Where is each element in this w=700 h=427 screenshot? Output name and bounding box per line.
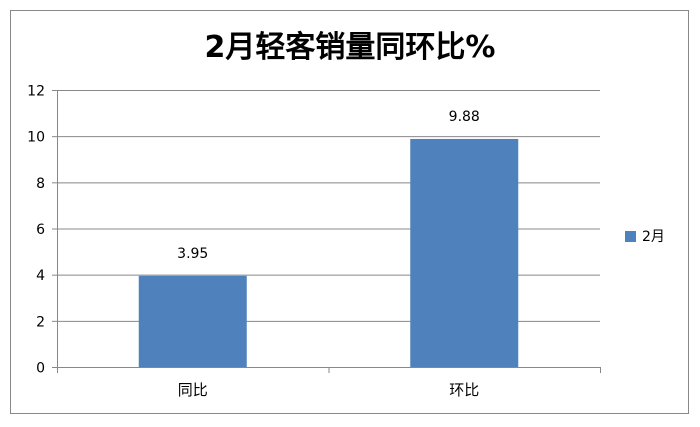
y-tick-label: 2	[36, 314, 45, 330]
chart-title: 2月轻客销量同环比%	[204, 30, 496, 65]
data-label: 3.95	[177, 246, 208, 262]
legend: 2月	[625, 226, 665, 246]
x-tick-label: 同比	[178, 381, 208, 399]
y-tick-label: 4	[36, 268, 45, 284]
data-label: 9.88	[449, 109, 480, 125]
legend-swatch	[625, 230, 636, 242]
y-tick-label: 8	[36, 176, 45, 192]
y-tick-label: 12	[27, 84, 45, 100]
legend-label: 2月	[642, 229, 665, 245]
x-tick-label: 环比	[449, 381, 479, 399]
y-tick-label: 6	[36, 222, 45, 238]
bar	[410, 138, 519, 367]
bar	[138, 275, 247, 367]
chart-frame	[10, 10, 689, 414]
y-tick-label: 0	[36, 361, 45, 377]
y-tick-label: 10	[27, 130, 45, 146]
